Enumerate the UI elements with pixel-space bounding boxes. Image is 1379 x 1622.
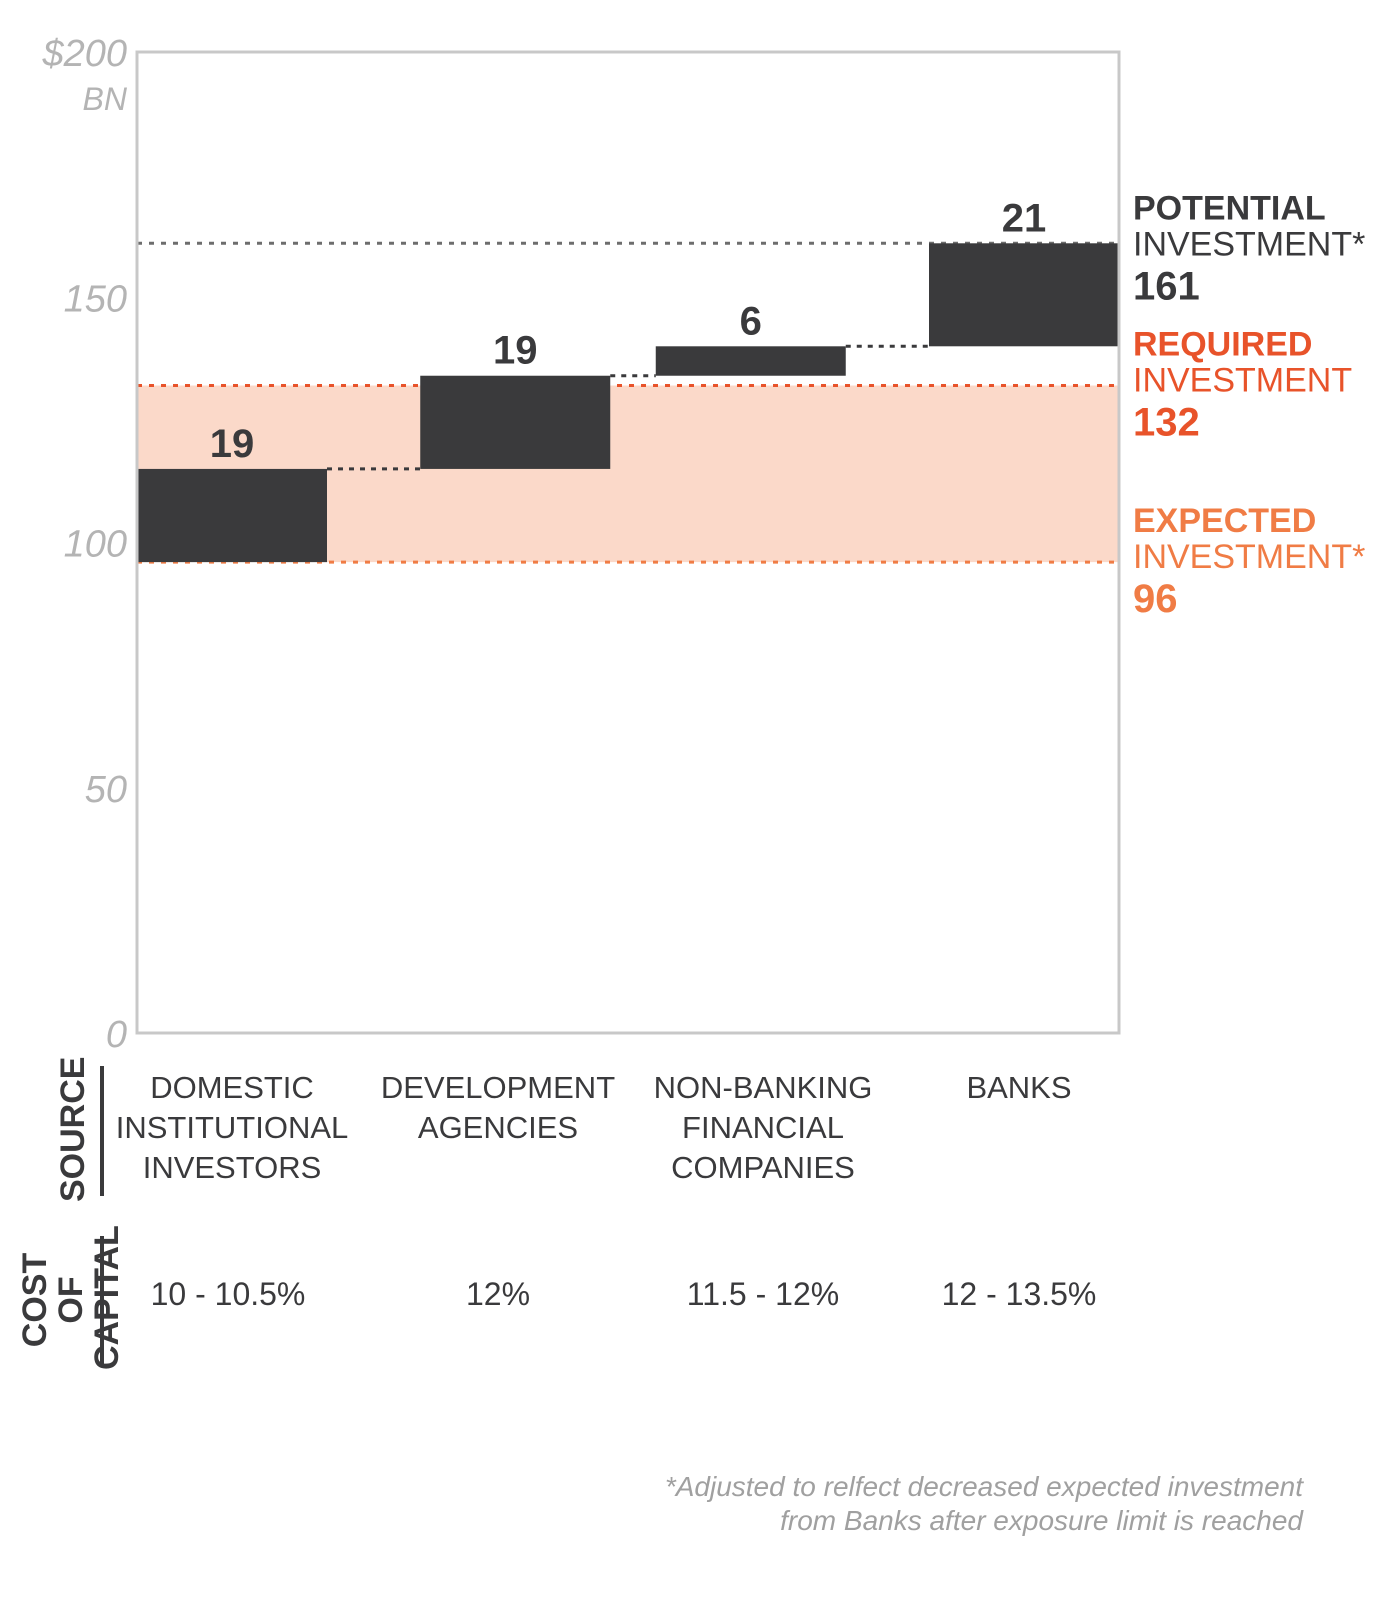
marker-title-1: REQUIRED — [1133, 326, 1312, 364]
category-label-1: DEVELOPMENT AGENCIES — [380, 1070, 616, 1145]
y-tick-150: 150 — [64, 278, 127, 320]
marker-title-2: EXPECTED — [1133, 502, 1316, 540]
cost-of-capital-3: 12 - 13.5% — [941, 1276, 1097, 1312]
marker-value-1: 132 — [1133, 401, 1200, 445]
category-label-3: BANKS — [966, 1070, 1072, 1105]
bar-2 — [655, 346, 846, 376]
category-label-0: DOMESTIC INSTITUTIONAL INVESTORS — [115, 1070, 349, 1185]
bar-label-3: 21 — [1002, 196, 1047, 240]
category-label-2: NON-BANKING FINANCIAL COMPANIES — [653, 1070, 873, 1185]
bar-connectors — [327, 344, 929, 471]
marker-title-0: POTENTIAL — [1133, 189, 1326, 227]
source-row-bar — [100, 1066, 104, 1196]
y-tick-100: 100 — [64, 524, 127, 566]
marker-subtitle-0: INVESTMENT* — [1133, 225, 1365, 263]
y-unit: BN — [83, 81, 128, 117]
marker-value-0: 161 — [1133, 264, 1200, 308]
y-axis-ticks: 0 50 100 150 $200 BN — [41, 33, 127, 1056]
cost-of-capital-1: 12% — [465, 1276, 531, 1312]
bar-label-0: 19 — [210, 422, 255, 466]
cost-of-capital-0: 10 - 10.5% — [150, 1276, 306, 1312]
cost-row-label: COST OF CAPITAL — [16, 1225, 126, 1370]
y-tick-50: 50 — [85, 769, 127, 811]
y-tick-200: $200 — [41, 33, 127, 75]
marker-subtitle-1: INVESTMENT — [1133, 362, 1352, 400]
marker-value-2: 96 — [1133, 577, 1178, 621]
bar-labels: 19 19 6 21 — [210, 196, 1047, 466]
plot-frame — [135, 50, 1121, 1035]
bar-label-2: 6 — [740, 299, 762, 343]
cost-row-bar — [100, 1236, 104, 1366]
source-row-label: SOURCE — [54, 1056, 92, 1202]
marker-subtitle-2: INVESTMENT* — [1133, 538, 1365, 576]
marker-labels: POTENTIALINVESTMENT*161REQUIREDINVESTMEN… — [1133, 189, 1365, 621]
y-tick-0: 0 — [106, 1014, 127, 1056]
bar-1 — [420, 375, 611, 469]
bar-3 — [929, 243, 1119, 347]
bar-0 — [137, 468, 327, 563]
footnote: *Adjusted to relfect decreased expected … — [664, 1471, 1303, 1536]
bars — [137, 243, 1119, 563]
cost-of-capital-2: 11.5 - 12% — [686, 1276, 840, 1312]
bar-label-1: 19 — [493, 329, 538, 373]
